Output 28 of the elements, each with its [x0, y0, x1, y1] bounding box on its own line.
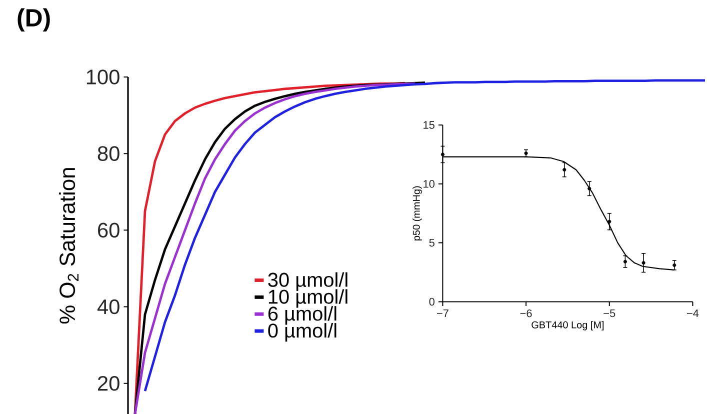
- y-tick-label: 100: [86, 70, 120, 84]
- y-axis-title: % O$_{2}$ Saturation: [58, 168, 78, 324]
- point: [642, 261, 646, 265]
- point: [623, 260, 627, 264]
- y-tick-label: 0: [429, 298, 434, 306]
- legend-label: 6 µmol/l: [268, 306, 336, 325]
- x-tick-label: −5: [604, 309, 616, 318]
- point: [588, 186, 592, 190]
- point: [672, 263, 676, 267]
- y-axis-title: p50 (mmHg): [412, 186, 422, 240]
- point: [608, 220, 612, 224]
- chart-title: (D): [18, 8, 50, 32]
- legend-label: 10 µmol/l: [268, 289, 348, 308]
- x-axis-title: GBT440 Log [M]: [532, 321, 604, 330]
- x-tick-label: −7: [437, 309, 448, 318]
- point: [562, 168, 566, 172]
- y-tick-label: 80: [98, 146, 120, 161]
- y-tick-label: 60: [98, 222, 120, 238]
- y-tick-label: 5: [429, 238, 434, 247]
- x-tick-label: −6: [520, 309, 532, 318]
- y-tick-label: 40: [97, 299, 120, 314]
- point: [440, 152, 444, 156]
- y-tick-label: 15: [424, 121, 434, 129]
- legend-label: 30 µmol/l: [268, 272, 348, 291]
- legend-label: 0 µmol/l: [268, 323, 336, 342]
- x-tick-label: −4: [687, 309, 699, 318]
- y-tick-label: 20: [98, 376, 120, 391]
- y-tick-label: 10: [424, 180, 434, 188]
